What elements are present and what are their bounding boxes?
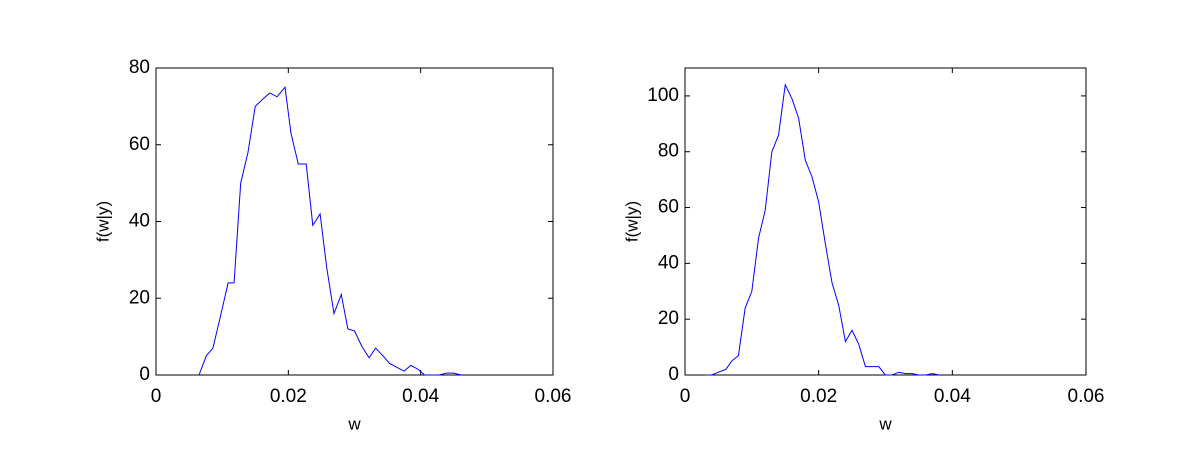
y-tick-label: 20 [658,308,679,329]
x-tick-label: 0.02 [270,386,307,407]
data-line [705,83,940,376]
x-tick-label: 0 [151,386,162,407]
x-tick-label: 0.02 [800,386,837,407]
y-tick-label: 60 [129,134,150,155]
y-tick-label: 60 [658,197,679,218]
axes-box [684,67,1087,376]
y-axis-label: f(w|y) [93,201,112,242]
y-axis-label: f(w|y) [622,201,641,242]
x-axis-label: w [878,414,892,433]
y-tick-label: 0 [668,364,679,385]
x-axis-label: w [347,414,361,433]
y-tick-label: 100 [647,85,679,106]
y-tick-label: 40 [129,211,150,232]
y-tick-label: 0 [139,364,150,385]
x-tick-label: 0.06 [535,386,572,407]
y-tick-label: 80 [129,57,150,78]
axes-box [155,67,554,376]
y-tick-label: 20 [129,287,150,308]
y-tick-label: 40 [658,252,679,273]
x-tick-label: 0.04 [934,386,971,407]
x-tick-label: 0.04 [402,386,439,407]
y-tick-label: 80 [658,141,679,162]
x-tick-label: 0 [680,386,691,407]
x-tick-label: 0.06 [1068,386,1105,407]
data-line [198,85,462,376]
